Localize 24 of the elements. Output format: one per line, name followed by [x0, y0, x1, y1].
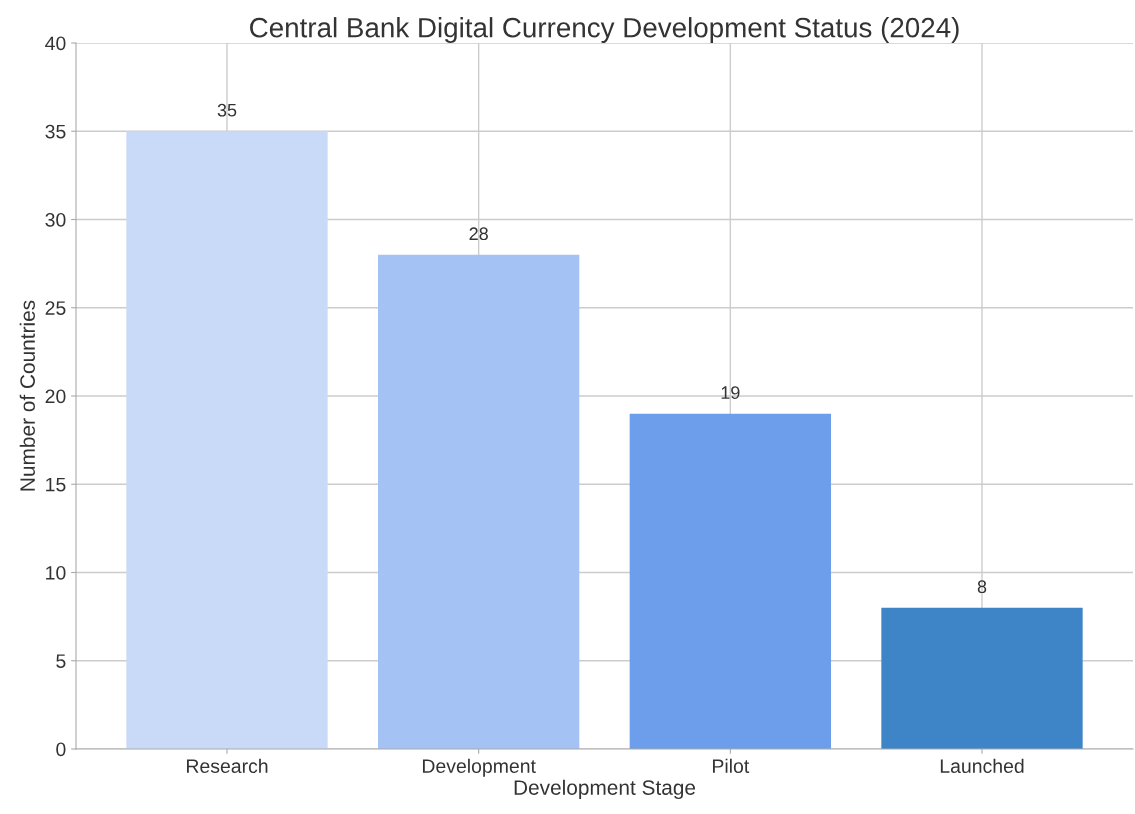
- y-tick-label: 20: [45, 389, 66, 404]
- x-tick-label: Pilot: [713, 758, 750, 773]
- y-tick-label: 40: [45, 36, 66, 51]
- y-tick-label: 5: [56, 654, 66, 668]
- y-tick-label: 25: [45, 301, 66, 315]
- y-tick-label: 10: [46, 565, 66, 580]
- x-tick-label: Development: [422, 758, 536, 777]
- data-label: 19: [721, 386, 740, 399]
- bar: [126, 131, 328, 749]
- bar: [629, 413, 831, 749]
- x-axis-title: Development Stage: [514, 779, 696, 800]
- chart-title: Central Bank Digital Currency Development Status (2024): [250, 17, 959, 43]
- y-tick-label: 35: [45, 124, 66, 139]
- y-axis-title: Number of Countries: [19, 300, 35, 491]
- bar: [378, 254, 580, 749]
- x-tick-label: Launched: [940, 758, 1024, 773]
- data-label: 35: [217, 103, 237, 117]
- data-label: 8: [977, 580, 987, 594]
- x-tick-label: Research: [186, 758, 268, 773]
- bar: [881, 607, 1083, 749]
- y-tick-label: 30: [45, 212, 66, 227]
- data-label: 28: [469, 227, 488, 241]
- y-tick-label: 0: [56, 742, 66, 757]
- y-tick-label: 15: [46, 477, 66, 492]
